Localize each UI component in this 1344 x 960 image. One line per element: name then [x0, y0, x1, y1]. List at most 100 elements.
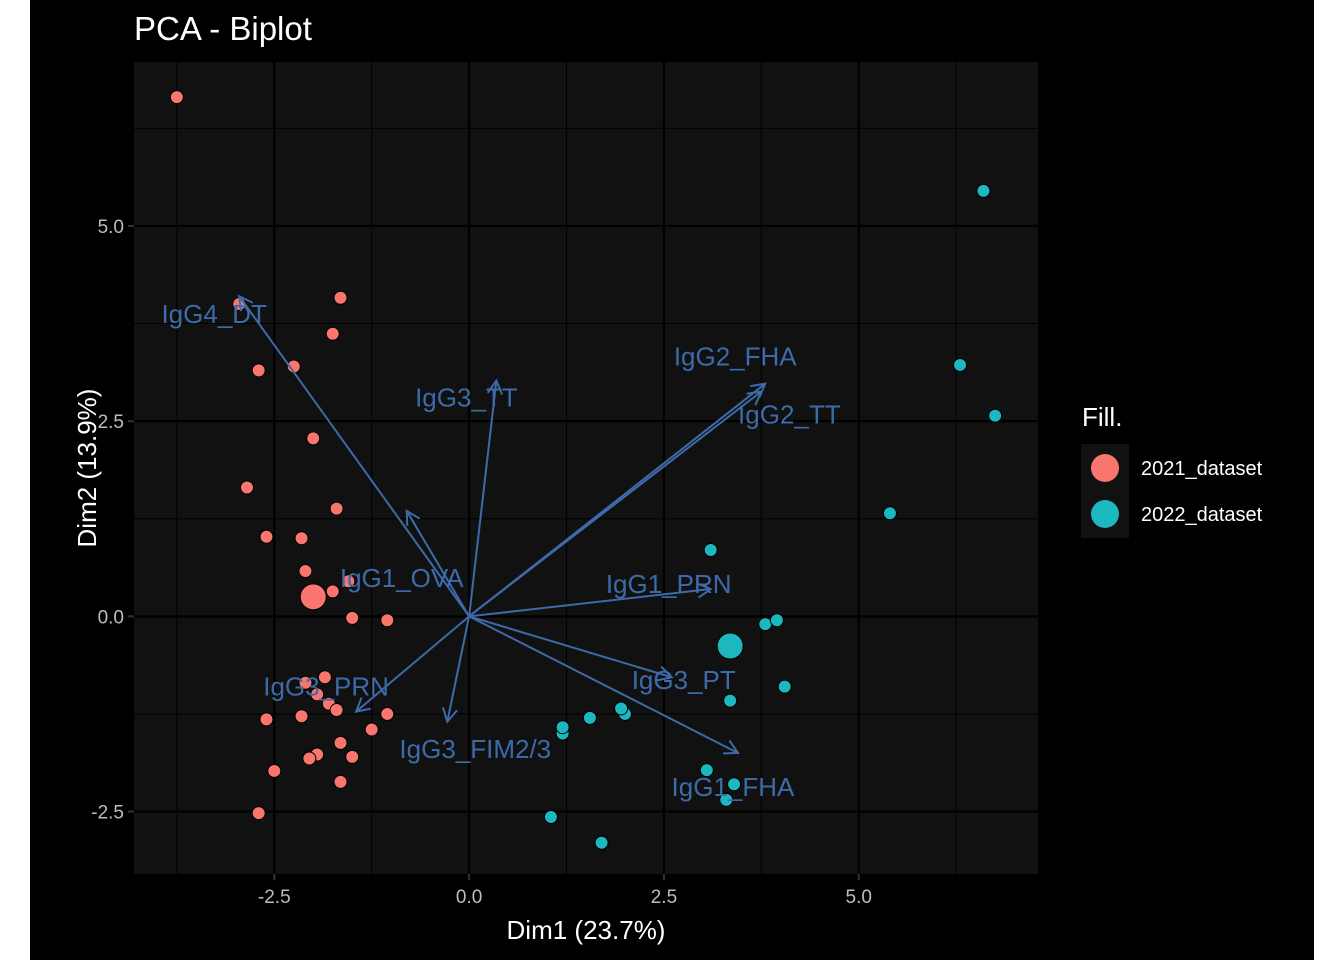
arrow-IgG4_DT [238, 295, 470, 617]
point-2022_dataset [988, 408, 1003, 423]
point-2022_dataset [953, 357, 968, 372]
point-2022_dataset [976, 183, 991, 198]
label-IgG3_TT: IgG3_TT [415, 383, 518, 413]
legend-swatch-2022 [1091, 500, 1119, 528]
y-tick-label: 0.0 [98, 607, 124, 628]
legend-title: Fill. [1082, 402, 1122, 432]
point-2021_dataset [345, 610, 360, 625]
point-2022_dataset [594, 835, 609, 850]
x-tick-label: -2.5 [258, 887, 291, 908]
points-layer [169, 90, 1003, 850]
point-2022_dataset [703, 542, 718, 557]
point-2021_dataset [333, 290, 348, 305]
point-2021_dataset [325, 584, 340, 599]
arrow-IgG2_TT [468, 390, 762, 618]
point-2021_dataset [298, 675, 313, 690]
label-IgG1_OVA: IgG1_OVA [340, 563, 464, 593]
y-tick-label: -2.5 [91, 803, 124, 824]
centroid-2022_dataset [716, 632, 744, 660]
arrowhead-IgG2_TT [746, 390, 763, 406]
arrowhead-IgG3_PT [656, 665, 674, 682]
point-2022_dataset [543, 810, 558, 825]
point-2021_dataset [306, 431, 321, 446]
x-tick-label: 2.5 [651, 887, 677, 908]
legend-swatch-2021 [1091, 454, 1119, 482]
y-axis-title: Dim2 (13.9%) [72, 389, 102, 548]
point-2021_dataset [302, 751, 317, 766]
label-IgG2_FHA: IgG2_FHA [674, 342, 797, 372]
label-IgG1_PRN: IgG1_PRN [606, 569, 732, 599]
grid-major [134, 62, 1038, 874]
arrow-IgG3_PRN [355, 615, 470, 713]
point-2022_dataset [614, 701, 629, 716]
point-2021_dataset [298, 564, 313, 579]
variable-labels-layer: IgG4_DT IgG3_TT IgG2_FHA IgG2_TT IgG1_OVA IgG… [161, 299, 840, 802]
point-2021_dataset [259, 529, 274, 544]
legend-label-2021: 2021_dataset [1141, 458, 1263, 480]
point-2021_dataset [333, 774, 348, 789]
point-2022_dataset [777, 679, 792, 694]
arrowhead-IgG1_FHA [722, 740, 740, 755]
point-2021_dataset [364, 722, 379, 737]
point-2022_dataset [882, 506, 897, 521]
legend-label-2022: 2022_dataset [1141, 504, 1263, 526]
point-2021_dataset [341, 574, 356, 589]
point-2022_dataset [727, 777, 742, 792]
y-tick-label: 5.0 [98, 217, 124, 238]
x-axis-title: Dim1 (23.7%) [507, 915, 666, 945]
label-IgG3_FIM2/3: IgG3_FIM2/3 [399, 734, 551, 764]
point-2021_dataset [329, 501, 344, 516]
label-IgG4_DT: IgG4_DT [161, 299, 267, 329]
point-2022_dataset [719, 792, 734, 807]
point-2021_dataset [310, 687, 325, 702]
point-2022_dataset [555, 720, 570, 735]
point-2021_dataset [380, 613, 395, 628]
label-IgG1_FHA: IgG1_FHA [672, 772, 795, 802]
point-2021_dataset [169, 90, 184, 105]
point-2021_dataset [325, 326, 340, 341]
point-2022_dataset [758, 617, 773, 632]
arrowhead-IgG3_FIM2/3 [441, 707, 458, 724]
x-tick-label: 0.0 [456, 887, 482, 908]
x-tick-label: 5.0 [846, 887, 872, 908]
centroid-2021_dataset [299, 583, 327, 611]
point-2022_dataset [723, 693, 738, 708]
label-IgG3_PT: IgG3_PT [632, 665, 736, 695]
arrows-layer [237, 294, 767, 755]
label-IgG2_TT: IgG2_TT [738, 399, 841, 429]
point-2021_dataset [251, 806, 266, 821]
x-axis-ticks: -2.5 0.0 2.5 5.0 [258, 874, 872, 908]
arrowhead-IgG4_DT [237, 294, 254, 312]
point-2021_dataset [240, 480, 254, 495]
point-2021_dataset [294, 531, 309, 546]
point-2021_dataset [345, 749, 360, 764]
point-2021_dataset [333, 735, 348, 750]
arrow-IgG1_OVA [405, 510, 470, 617]
pca-biplot-chart: PCA - Biplot -2.5 0.0 2.5 5.0 -2.5 0.0 2.5 5.0… [72, 10, 1263, 945]
arrow-IgG3_TT [468, 380, 498, 617]
point-2022_dataset [582, 710, 597, 725]
arrow-IgG3_FIM2/3 [446, 616, 471, 722]
point-2021_dataset [294, 709, 309, 724]
chart-title: PCA - Biplot [134, 10, 312, 47]
y-axis-ticks: -2.5 0.0 2.5 5.0 [91, 217, 134, 824]
point-2021_dataset [251, 363, 266, 378]
point-2021_dataset [329, 703, 344, 718]
label-IgG3_PRN: IgG3_PRN [263, 672, 389, 702]
point-2021_dataset [259, 712, 274, 727]
arrowhead-IgG1_PRN [696, 582, 713, 599]
arrowhead-IgG3_PRN [354, 697, 372, 713]
plot-panel [134, 62, 1038, 874]
point-2021_dataset [267, 763, 282, 778]
y-tick-label: 2.5 [98, 412, 124, 433]
point-2021_dataset [317, 670, 332, 685]
point-2022_dataset [769, 613, 784, 628]
arrow-IgG1_FHA [468, 615, 739, 754]
point-2022_dataset [699, 763, 714, 778]
arrow-IgG3_PT [468, 615, 673, 679]
point-2021_dataset [380, 706, 395, 721]
arrow-IgG1_PRN [468, 588, 711, 618]
arrowhead-IgG1_OVA [405, 509, 421, 526]
arrowhead-IgG3_TT [486, 378, 503, 395]
legend: Fill. 2021_dataset 2022_dataset [1081, 402, 1263, 538]
